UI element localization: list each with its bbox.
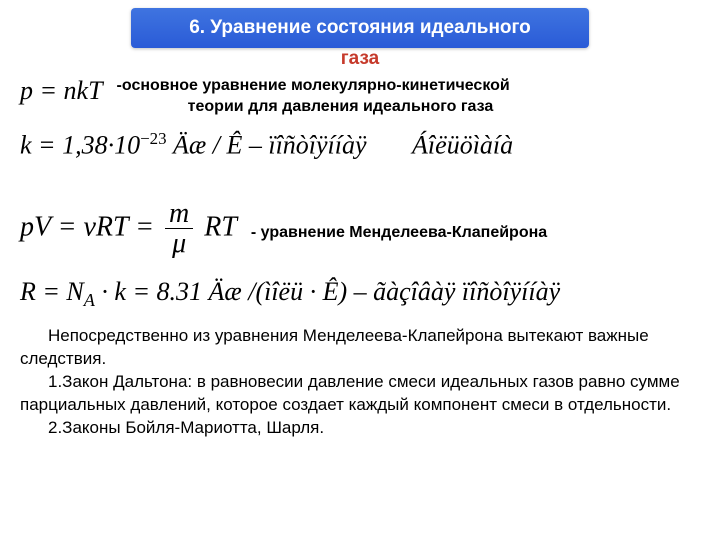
row-eq1: p = nkT -основное уравнение молекулярно-… [20,76,700,118]
formula-gasconst: R = NA · k = 8.31 Äæ /(ìîëü · Ê) – ãàçîâ… [20,277,574,311]
formula-clapeyron: pV = νRT = m μ RT [20,199,251,259]
body-p3: 2.Законы Бойля-Мариотта, Шарля. [20,417,700,440]
boltzmann-tail: Áîëüöìàíà [412,131,513,160]
title-tail: газа [20,48,700,70]
gasconst-tail: Äæ /(ìîëü · Ê) – ãàçîâàÿ ïîñòîÿííàÿ [209,277,561,306]
boltzmann-unit: Äæ / Ê – ïîñòîÿííàÿ [173,131,367,160]
caption-eq1-l1: основное уравнение молекулярно-кинетичес… [122,77,510,94]
slide-title: 6. Уравнение состояния идеального [131,8,589,48]
row-gasconst: R = NA · k = 8.31 Äæ /(ìîëü · Ê) – ãàçîâ… [20,277,700,311]
body-text: Непосредственно из уравнения Менделеева-… [20,325,700,440]
fraction-m-mu: m μ [165,199,193,259]
caption-eq1: -основное уравнение молекулярно-кинетиче… [117,76,510,118]
row-boltzmann: k = 1,38·10−23 Äæ / Ê – ïîñòîÿííàÿ Áîëüö… [20,129,700,161]
slide-root: 6. Уравнение состояния идеального газа p… [0,0,720,540]
caption-eq2: - уравнение Менделеева-Клапейрона [251,213,547,244]
title-line1: 6. Уравнение состояния идеального [189,17,531,38]
row-eq2: pV = νRT = m μ RT - уравнение Менделеева… [20,199,700,259]
body-p1: Непосредственно из уравнения Менделеева-… [20,325,700,371]
body-p2: 1.Закон Дальтона: в равновесии давление … [20,371,700,417]
caption-eq1-l2: теории для давления идеального газа [188,98,494,115]
formula-pnkt: p = nkT [20,76,117,106]
formula-boltzmann: k = 1,38·10−23 Äæ / Ê – ïîñòîÿííàÿ Áîëüö… [20,129,527,161]
